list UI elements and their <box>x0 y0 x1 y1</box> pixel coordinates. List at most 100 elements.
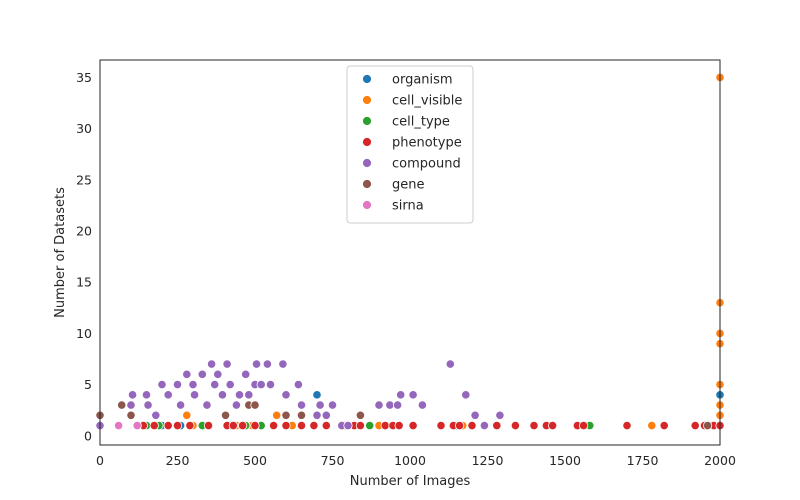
point-phenotype-7 <box>228 420 238 431</box>
point-compound-31 <box>281 390 291 400</box>
point-phenotype-21 <box>408 420 418 431</box>
legend-label-cell_visible: cell_visible <box>392 94 462 109</box>
legend-label-sirna: sirna <box>392 199 424 214</box>
point-phenotype-14 <box>321 420 331 431</box>
point-compound-16 <box>210 379 220 390</box>
point-compound-41 <box>385 400 395 410</box>
point-compound-46 <box>445 359 455 369</box>
point-compound-21 <box>231 400 241 410</box>
point-compound-39 <box>343 420 353 431</box>
point-gene-3 <box>220 410 231 420</box>
point-phenotype-34 <box>659 420 669 431</box>
point-compound-44 <box>408 390 418 400</box>
point-gene-8 <box>355 410 365 420</box>
legend-marker-cell_visible <box>362 95 372 105</box>
point-compound-10 <box>182 369 192 379</box>
point-gene-2 <box>126 410 136 420</box>
point-phenotype-10 <box>268 420 279 431</box>
point-compound-5 <box>151 410 161 420</box>
point-compound-20 <box>225 379 235 390</box>
point-compound-2 <box>127 390 138 400</box>
x-tick-label: 1000 <box>394 453 426 468</box>
point-phenotype-24 <box>454 420 465 431</box>
point-compound-19 <box>222 359 232 369</box>
point-compound-6 <box>157 379 167 390</box>
y-tick-label: 20 <box>76 223 92 238</box>
legend-marker-cell_type <box>362 116 372 126</box>
point-compound-35 <box>315 400 325 410</box>
legend-marker-compound <box>362 158 372 168</box>
point-compound-32 <box>293 379 303 390</box>
point-compound-36 <box>321 410 331 420</box>
point-compound-43 <box>396 390 406 400</box>
point-compound-4 <box>143 400 153 410</box>
point-phenotype-5 <box>203 420 214 431</box>
point-compound-40 <box>374 400 384 410</box>
legend-box <box>346 65 474 224</box>
point-phenotype-3 <box>172 420 183 431</box>
point-phenotype-12 <box>296 420 307 431</box>
point-phenotype-30 <box>547 420 558 431</box>
point-phenotype-32 <box>578 420 589 431</box>
point-cell_visible-10 <box>647 420 657 431</box>
legend: organism cell_visible cell_type phenotype co… <box>346 65 474 224</box>
legend-label-organism: organism <box>392 73 453 88</box>
point-cell_visible-0 <box>182 410 192 420</box>
point-compound-18 <box>217 390 228 400</box>
y-tick-label: 25 <box>76 172 92 187</box>
x-tick-label: 750 <box>321 453 345 468</box>
point-phenotype-22 <box>436 420 446 431</box>
point-compound-30 <box>278 359 288 369</box>
point-organism-4 <box>312 390 322 400</box>
point-compound-26 <box>251 359 262 369</box>
point-compound-9 <box>176 400 186 410</box>
point-compound-24 <box>244 390 254 400</box>
point-phenotype-18 <box>380 420 390 431</box>
point-sirna-0 <box>114 420 124 431</box>
x-tick-label: 2000 <box>704 453 736 468</box>
point-phenotype-20 <box>394 420 404 431</box>
point-compound-22 <box>234 390 245 400</box>
y-tick-label: 10 <box>76 326 92 341</box>
point-compound-17 <box>213 369 223 379</box>
point-compound-34 <box>312 410 322 420</box>
y-tick-label: 35 <box>76 70 92 85</box>
y-tick-label: 30 <box>76 121 92 136</box>
point-gene-7 <box>296 410 307 420</box>
x-tick-label: 0 <box>96 453 104 468</box>
point-compound-8 <box>172 379 183 390</box>
point-phenotype-33 <box>622 420 632 431</box>
point-phenotype-1 <box>149 420 159 431</box>
point-compound-12 <box>189 390 200 400</box>
legend-label-cell_type: cell_type <box>392 115 450 130</box>
y-axis-ticks: 0 5 10 15 20 25 30 35 <box>76 70 92 443</box>
point-sirna-1 <box>132 420 142 431</box>
point-compound-13 <box>197 369 207 379</box>
legend-marker-sirna <box>362 200 372 210</box>
x-tick-label: 1250 <box>472 453 504 468</box>
point-compound-49 <box>479 420 489 431</box>
point-phenotype-2 <box>163 420 173 431</box>
point-gene-1 <box>117 400 127 410</box>
point-compound-3 <box>141 390 152 400</box>
point-compound-14 <box>202 400 212 410</box>
y-tick-label: 15 <box>76 275 92 290</box>
point-compound-29 <box>265 379 276 390</box>
point-gene-5 <box>250 400 260 410</box>
x-tick-label: 1750 <box>627 453 659 468</box>
plot-frame <box>99 59 721 446</box>
x-tick-label: 250 <box>166 453 190 468</box>
point-compound-50 <box>495 410 505 420</box>
point-compound-28 <box>262 359 272 369</box>
point-phenotype-26 <box>492 420 502 431</box>
point-compound-15 <box>207 359 217 369</box>
point-cell_type-5 <box>365 420 375 431</box>
point-compound-48 <box>470 410 480 420</box>
x-axis-label: Number of Images <box>350 474 471 489</box>
point-phenotype-8 <box>238 420 248 431</box>
point-compound-45 <box>417 400 427 410</box>
point-compound-23 <box>241 369 251 379</box>
point-phenotype-28 <box>529 420 539 431</box>
point-phenotype-4 <box>185 420 195 431</box>
